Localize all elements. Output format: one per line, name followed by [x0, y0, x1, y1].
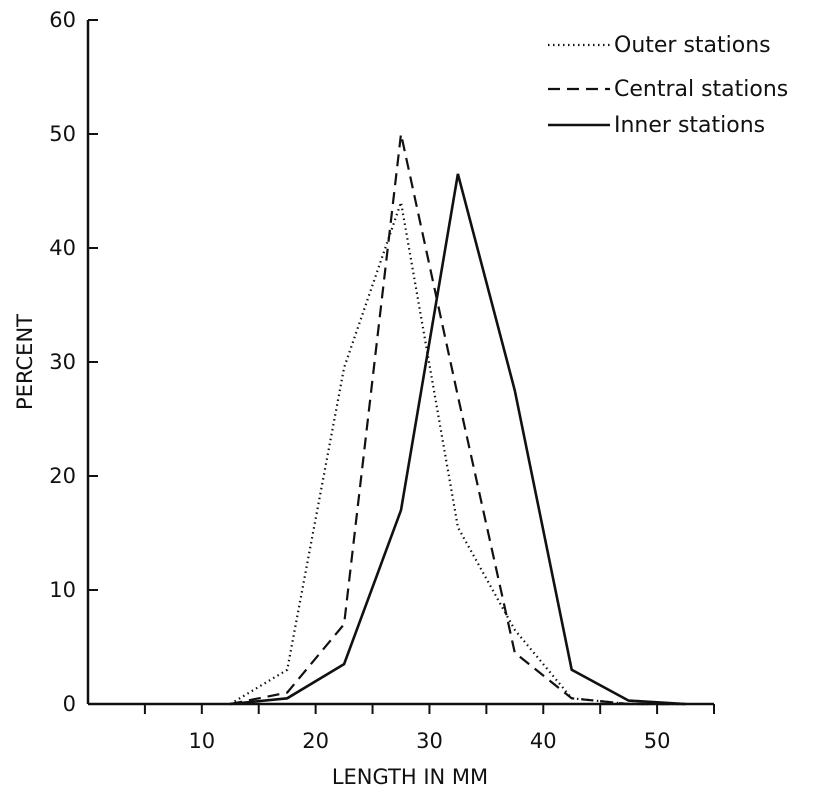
y-tick-label: 40 [49, 236, 76, 260]
series-line [230, 173, 686, 706]
ticks: 10 20 30 40 50 0 10 20 30 40 50 60 [49, 8, 715, 753]
series-line [229, 202, 686, 706]
y-tick-label: 30 [49, 350, 76, 374]
legend: Outer stations Central stations Inner stat… [548, 33, 788, 138]
legend-label: Central stations [614, 77, 788, 102]
x-axis-title: LENGTH IN MM [332, 765, 488, 789]
x-tick-label: 50 [644, 729, 671, 753]
series-line [230, 133, 686, 706]
y-tick-label: 50 [49, 122, 76, 146]
y-tick-label: 10 [49, 578, 76, 602]
legend-label: Inner stations [614, 113, 765, 138]
y-tick-label: 20 [49, 464, 76, 488]
y-tick-label: 60 [49, 8, 76, 32]
x-tick-label: 40 [530, 729, 557, 753]
y-axis-title: PERCENT [13, 314, 37, 410]
x-tick-label: 30 [416, 729, 443, 753]
x-tick-label: 10 [188, 729, 215, 753]
series-layer [229, 133, 686, 706]
x-tick-label: 20 [302, 729, 329, 753]
y-tick-label: 0 [63, 692, 76, 716]
legend-label: Outer stations [614, 33, 771, 58]
